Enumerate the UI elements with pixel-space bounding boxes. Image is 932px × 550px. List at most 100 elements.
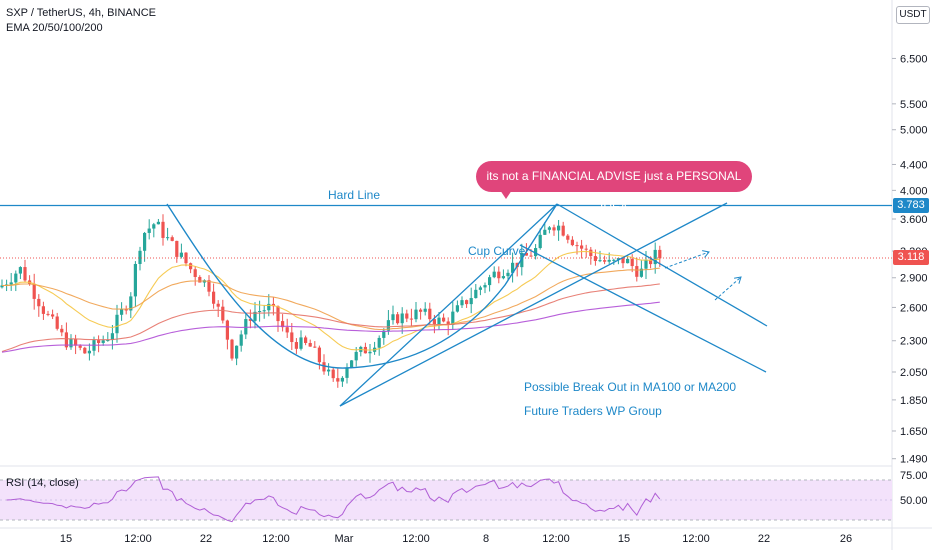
x-tick-label-11: 26 [840, 533, 852, 545]
candle-body [612, 259, 616, 261]
candle-body [216, 303, 220, 307]
candle-body [304, 337, 308, 343]
candle-body [386, 320, 390, 331]
candle-body [437, 317, 441, 325]
candle-body [396, 314, 400, 324]
ema-50-line [1, 267, 660, 331]
y-tick-label-11: 1.850 [900, 395, 928, 407]
candle-body [51, 314, 55, 317]
candle-body [235, 345, 239, 359]
candle-body [115, 314, 119, 334]
candle-body [308, 342, 312, 347]
candle-body [253, 311, 257, 321]
candle-body [138, 250, 142, 264]
candle-body [101, 340, 105, 343]
candle-body [432, 319, 436, 325]
candle-body [639, 268, 643, 277]
breakout-label: Possible Break Out in MA100 or MA200 [524, 380, 736, 394]
y-tick-label-10: 2.050 [900, 367, 928, 379]
rsi-label: RSI (14, close) [6, 477, 79, 489]
currency-button[interactable]: USDT [896, 6, 930, 24]
candle-body [575, 245, 579, 247]
candle-body [501, 276, 505, 279]
candle-body [368, 351, 372, 354]
candle-body [225, 320, 229, 340]
symbol-title[interactable]: SXP / TetherUS, 4h, BINANCE [6, 7, 156, 19]
candle-body [294, 342, 298, 349]
candle-body [133, 263, 137, 297]
candle-body [83, 347, 87, 354]
candle-body [32, 283, 36, 299]
rising-wedge-line [339, 203, 558, 407]
candle-body [566, 235, 570, 240]
candle-body [327, 369, 331, 372]
candle-body [110, 333, 114, 341]
candle-body [483, 285, 487, 288]
candle-body [55, 316, 59, 329]
candle-body [405, 313, 409, 319]
disclaimer-callout[interactable]: its not a FINANCIAL ADVISE just a PERSON… [476, 161, 752, 214]
candle-body [593, 256, 597, 261]
candle-body [18, 267, 22, 274]
candle-body [14, 273, 18, 283]
candle-body [239, 334, 243, 346]
candle-body [69, 339, 73, 348]
candle-body [258, 311, 262, 313]
x-tick-label-8: 15 [618, 533, 630, 545]
candle-body [340, 377, 344, 382]
candle-body [423, 308, 427, 312]
chart-header: SXP / TetherUS, 4h, BINANCE EMA 20/50/10… [6, 6, 156, 36]
candle-body [644, 259, 648, 269]
y-tick-label-2: 5.000 [900, 125, 928, 137]
ema-100-line [1, 283, 660, 353]
breakout-arrow-2 [714, 276, 742, 301]
group-label: Future Traders WP Group [524, 404, 662, 418]
candle-body [193, 269, 197, 277]
candle-body [626, 258, 630, 264]
candle-body [382, 330, 386, 338]
candle-body [607, 259, 611, 262]
hard-line-label: Hard Line [328, 188, 380, 202]
candle-body [147, 228, 151, 233]
channel-upper-line [556, 203, 768, 327]
x-tick-label-2: 22 [200, 533, 212, 545]
candle-body [616, 258, 620, 260]
y-tick-label-4: 4.000 [900, 185, 928, 197]
candle-body [658, 249, 662, 259]
x-tick-label-7: 12:00 [542, 533, 570, 545]
candle-body [428, 308, 432, 320]
x-tick-label-4: Mar [335, 533, 354, 545]
y-tick-label-3: 4.400 [900, 159, 928, 171]
candle-body [161, 221, 165, 238]
candles-group [0, 214, 662, 388]
indicator-title[interactable]: EMA 20/50/100/200 [6, 22, 103, 34]
candle-body [478, 287, 482, 290]
cup-curve-label: Cup Curve [468, 244, 526, 258]
candle-body [290, 332, 294, 343]
candle-body [331, 369, 335, 379]
candle-body [285, 327, 289, 333]
channel-lower-line [519, 244, 767, 373]
callout-tail [500, 190, 512, 199]
candle-body [267, 303, 271, 311]
candle-body [350, 360, 354, 368]
rsi-tick-label-0: 75.00 [900, 470, 928, 482]
candle-body [460, 300, 464, 306]
ema-200-line [1, 301, 660, 353]
candle-body [262, 310, 266, 312]
candle-body [37, 298, 41, 307]
candle-body [506, 272, 510, 277]
x-tick-label-9: 12:00 [682, 533, 710, 545]
candle-body [557, 225, 561, 231]
x-tick-label-6: 8 [483, 533, 489, 545]
candle-body [529, 255, 533, 257]
candle-body [511, 262, 515, 273]
x-tick-label-1: 12:00 [124, 533, 152, 545]
candle-body [313, 346, 317, 348]
candle-body [653, 249, 657, 265]
candle-body [621, 258, 625, 264]
candle-body [60, 328, 64, 333]
candle-body [336, 378, 340, 382]
